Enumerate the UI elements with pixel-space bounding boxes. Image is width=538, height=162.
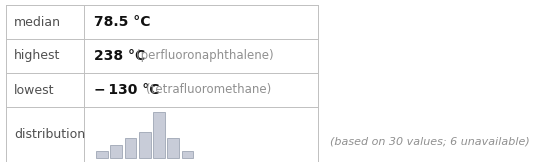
Text: 78.5 °C: 78.5 °C <box>94 15 151 29</box>
Bar <box>125 138 136 158</box>
Text: lowest: lowest <box>14 83 54 97</box>
Text: (perfluoronaphthalene): (perfluoronaphthalene) <box>136 50 274 63</box>
Text: median: median <box>14 16 61 29</box>
Bar <box>110 145 122 158</box>
Bar <box>182 151 194 158</box>
Text: − 130 °C: − 130 °C <box>94 83 159 97</box>
Text: highest: highest <box>14 50 60 63</box>
Text: (tetrafluoromethane): (tetrafluoromethane) <box>146 83 271 97</box>
Bar <box>167 138 179 158</box>
Text: distribution: distribution <box>14 128 85 141</box>
Bar <box>153 112 165 158</box>
Text: (based on 30 values; 6 unavailable): (based on 30 values; 6 unavailable) <box>330 137 530 147</box>
Bar <box>96 151 108 158</box>
Bar <box>139 132 151 158</box>
Text: 238 °C: 238 °C <box>94 49 145 63</box>
